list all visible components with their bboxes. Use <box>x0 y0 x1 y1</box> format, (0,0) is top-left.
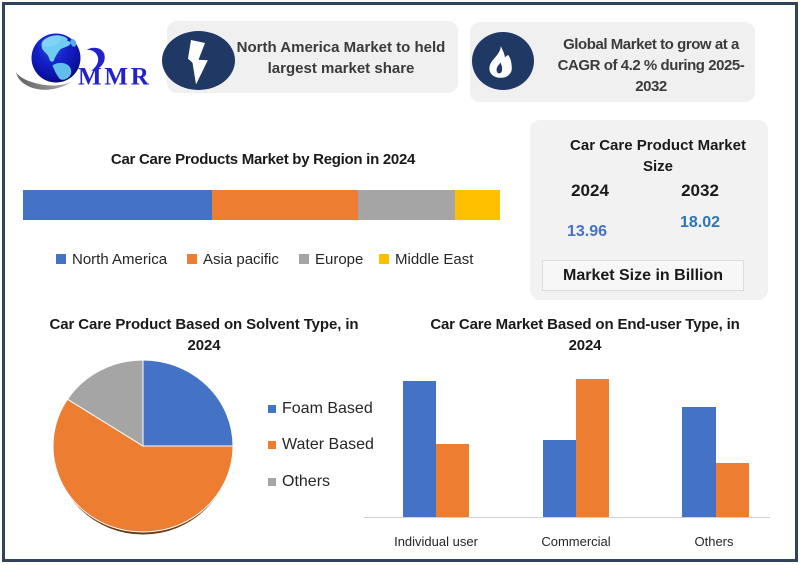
svg-text:MMR: MMR <box>78 64 152 91</box>
